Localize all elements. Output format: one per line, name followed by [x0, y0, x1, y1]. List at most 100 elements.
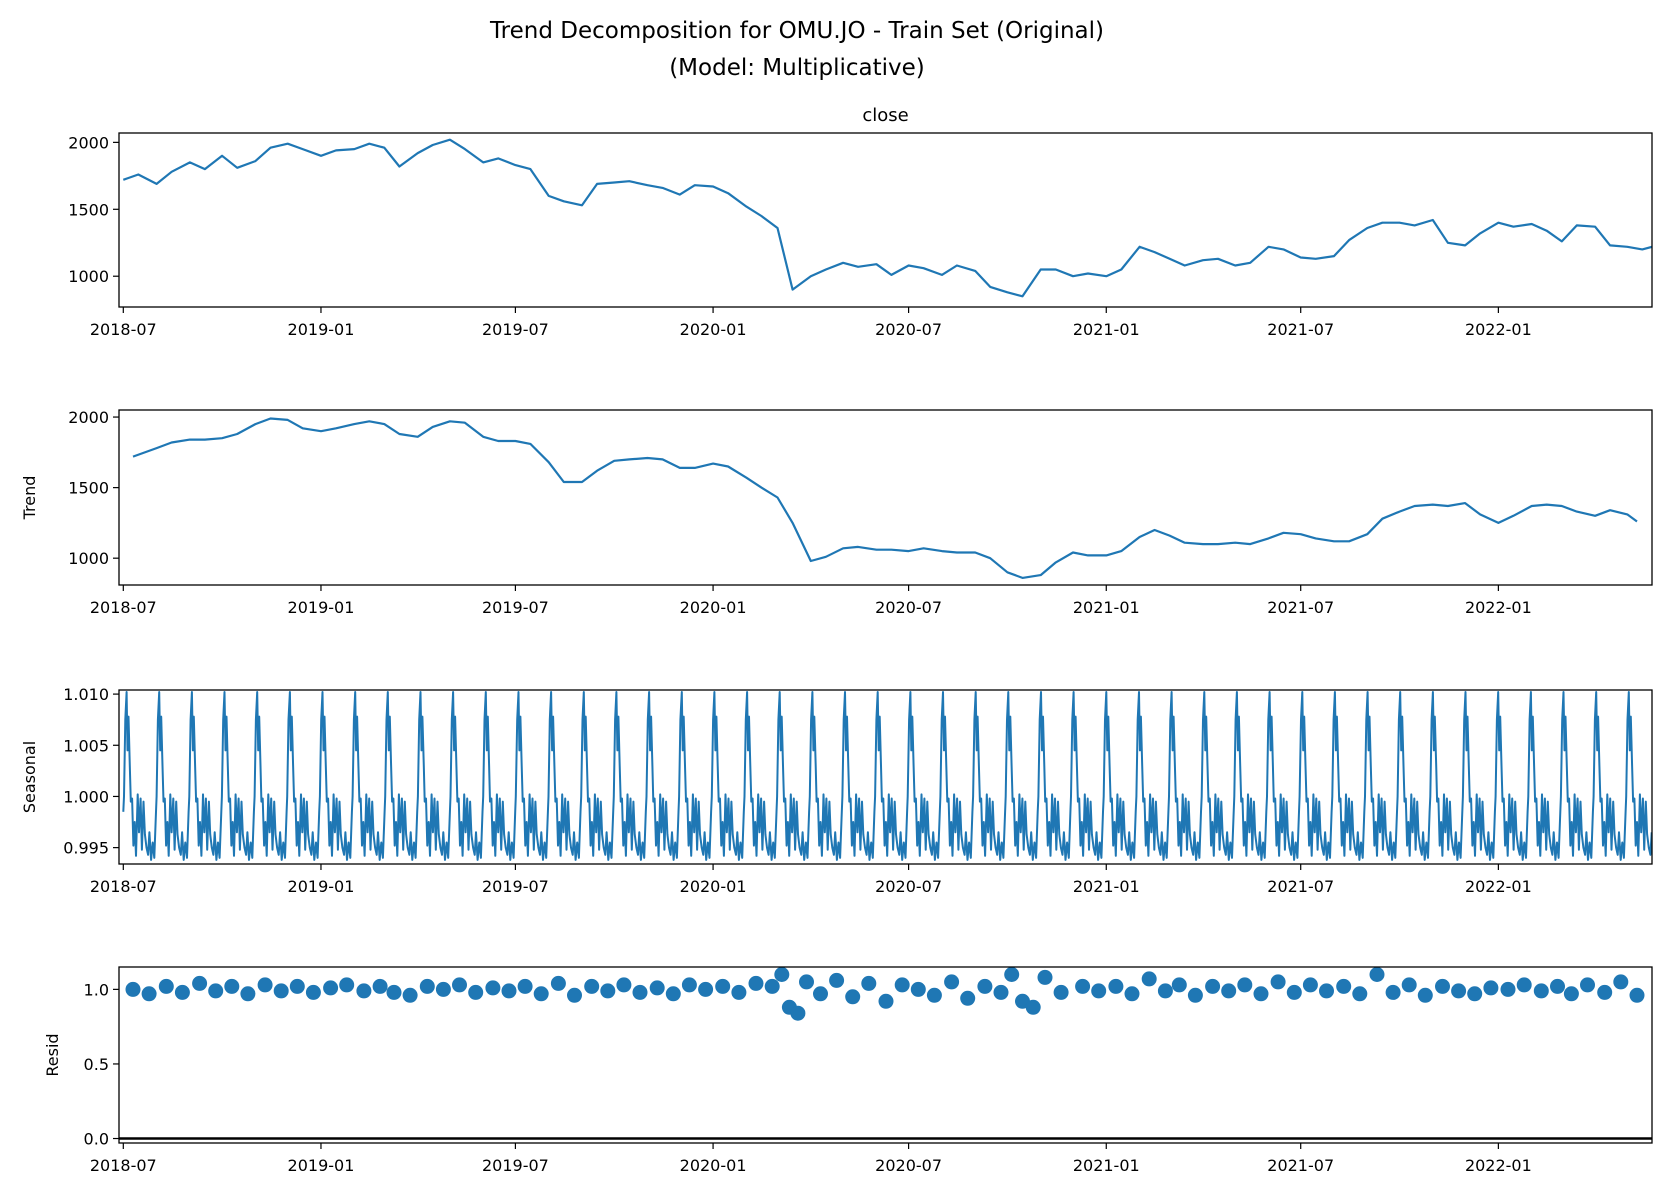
resid-point — [125, 981, 141, 997]
resid-point — [1417, 987, 1433, 1003]
x-tick-label: 2020-01 — [680, 877, 747, 896]
resid-point — [468, 984, 484, 1000]
resid-point — [224, 978, 240, 994]
resid-point — [289, 978, 305, 994]
x-tick-label: 2021-07 — [1267, 1156, 1334, 1175]
resid-point — [731, 984, 747, 1000]
x-tick-label: 2021-07 — [1267, 877, 1334, 896]
axes-frame — [118, 409, 1653, 586]
x-tick-label: 2021-07 — [1267, 598, 1334, 617]
resid-point — [192, 975, 208, 991]
y-tick-label: 1.010 — [63, 685, 109, 704]
y-tick-label: 1000 — [68, 549, 109, 568]
resid-point — [1205, 978, 1221, 994]
x-tick-label: 2020-01 — [680, 1156, 747, 1175]
figure-title-line1: Trend Decomposition for OMU.JO - Train S… — [489, 18, 1104, 44]
resid-point — [550, 975, 566, 991]
resid-point — [1500, 981, 1516, 997]
resid-point — [485, 980, 501, 996]
x-tick-label: 2021-01 — [1073, 877, 1140, 896]
y-tick-label: 2000 — [68, 133, 109, 152]
resid-point — [665, 986, 681, 1002]
y-tick-label: 0.0 — [84, 1130, 109, 1149]
resid-point — [790, 1005, 806, 1021]
resid-point — [1075, 978, 1091, 994]
x-tick-label: 2019-07 — [482, 1156, 549, 1175]
resid-point — [748, 975, 764, 991]
resid-point — [141, 986, 157, 1002]
resid-point — [158, 978, 174, 994]
resid-point — [845, 989, 861, 1005]
x-tick-label: 2019-07 — [482, 877, 549, 896]
resid-point — [1385, 984, 1401, 1000]
x-tick-label: 2022-01 — [1465, 1156, 1532, 1175]
resid-point — [240, 986, 256, 1002]
resid-point — [208, 983, 224, 999]
resid-panel: 0.0 0.5 1.0 2018-07 2019-01 2019-07 2020-01 202… — [43, 966, 1653, 1175]
resid-point — [878, 993, 894, 1009]
panel-title: close — [862, 105, 908, 126]
resid-point — [715, 978, 731, 994]
resid-point — [257, 977, 273, 993]
resid-point — [616, 977, 632, 993]
resid-point — [926, 987, 942, 1003]
resid-point — [1124, 986, 1140, 1002]
y-tick-label: 0.5 — [84, 1055, 109, 1074]
resid-point — [1237, 977, 1253, 993]
resid-point — [1253, 986, 1269, 1002]
seasonal-panel: 0.995 1.000 1.005 1.010 2018-07 2019-01 2019-0… — [20, 685, 1653, 896]
resid-point — [1302, 977, 1318, 993]
x-tick-label: 2020-07 — [875, 877, 942, 896]
x-tick-label: 2018-07 — [90, 320, 157, 339]
resid-point — [533, 986, 549, 1002]
resid-point — [305, 984, 321, 1000]
resid-point — [1533, 983, 1549, 999]
y-axis-label: Trend — [20, 476, 39, 521]
resid-point — [1286, 984, 1302, 1000]
resid-point — [1141, 971, 1157, 987]
resid-point — [600, 983, 616, 999]
resid-point — [774, 967, 790, 982]
resid-point — [681, 977, 697, 993]
resid-point — [419, 978, 435, 994]
x-tick-label: 2020-01 — [680, 598, 747, 617]
resid-point — [386, 984, 402, 1000]
resid-point — [1550, 978, 1565, 994]
x-tick-label: 2019-01 — [288, 877, 355, 896]
resid-point — [1580, 977, 1595, 993]
y-tick-label: 1500 — [68, 479, 109, 498]
x-tick-label: 2019-01 — [288, 1156, 355, 1175]
resid-point — [1319, 983, 1334, 999]
figure-title-line2: (Model: Multiplicative) — [669, 55, 925, 81]
resid-point — [1483, 980, 1499, 996]
series-line — [122, 138, 1652, 298]
resid-point — [1221, 983, 1237, 999]
resid-point — [910, 981, 926, 997]
resid-point — [501, 983, 517, 999]
resid-point — [452, 977, 467, 993]
y-axis-label: Resid — [43, 1033, 62, 1076]
x-tick-label: 2019-01 — [288, 598, 355, 617]
y-tick-label: 1500 — [68, 200, 109, 219]
seasonal-line — [122, 691, 1652, 861]
x-tick-label: 2021-07 — [1267, 320, 1334, 339]
x-tick-label: 2020-01 — [680, 320, 747, 339]
y-tick-label: 1000 — [68, 267, 109, 286]
resid-point — [1171, 977, 1187, 993]
resid-point — [435, 981, 451, 997]
resid-point — [1187, 987, 1203, 1003]
x-tick-label: 2020-07 — [875, 320, 942, 339]
resid-point — [813, 986, 828, 1002]
resid-point — [1451, 983, 1467, 999]
axes-frame — [118, 132, 1653, 308]
y-tick-label: 0.995 — [63, 839, 109, 858]
resid-point — [960, 990, 976, 1006]
x-tick-label: 2021-01 — [1073, 598, 1140, 617]
y-axis-label: Seasonal — [20, 741, 39, 813]
plot-area — [122, 138, 1652, 298]
resid-point — [339, 977, 355, 993]
resid-point — [977, 978, 993, 994]
resid-point — [567, 987, 582, 1003]
